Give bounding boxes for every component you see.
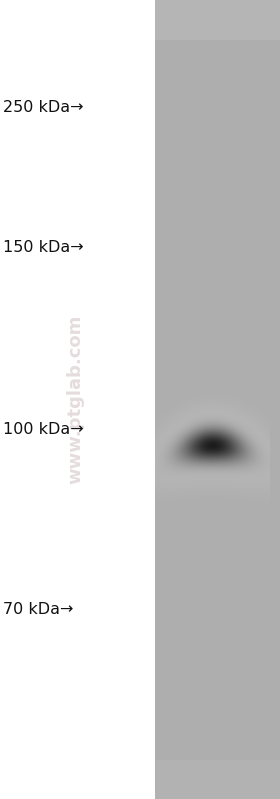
Text: 100 kDa→: 100 kDa→ [3, 423, 83, 438]
Text: 70 kDa→: 70 kDa→ [3, 602, 73, 617]
Text: www.ptglab.com: www.ptglab.com [67, 315, 85, 484]
Text: 150 kDa→: 150 kDa→ [3, 240, 83, 256]
Text: 250 kDa→: 250 kDa→ [3, 101, 83, 116]
